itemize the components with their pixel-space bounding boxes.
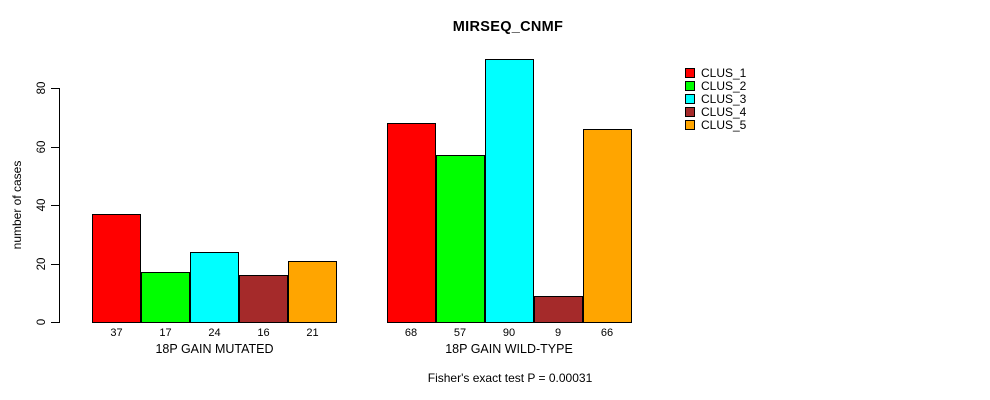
bar-clus_1-group1 xyxy=(92,213,141,323)
y-axis-line xyxy=(59,88,60,323)
bar-clus_5-group1 xyxy=(288,260,337,323)
bar-value-label: 37 xyxy=(110,327,123,339)
legend-swatch-icon xyxy=(685,93,695,104)
bar-value-label: 90 xyxy=(502,327,516,339)
legend-label: CLUS_1 xyxy=(701,65,747,80)
legend-swatch-icon xyxy=(685,106,695,117)
bar-clus_5-group2 xyxy=(582,128,632,323)
y-axis-tick-label: 60 xyxy=(36,140,48,153)
legend-item: CLUS_5 xyxy=(685,117,747,132)
bar-value-label: 24 xyxy=(208,327,221,339)
legend-item: CLUS_2 xyxy=(685,78,747,93)
legend-item: CLUS_3 xyxy=(685,91,747,106)
bar-clus_1-group2 xyxy=(386,123,436,323)
bar-clus_3-group2 xyxy=(484,58,534,323)
bar-value-label: 21 xyxy=(306,327,319,339)
y-axis-label: number of cases xyxy=(10,160,24,250)
bar-value-label: 17 xyxy=(159,327,172,339)
legend-label: CLUS_3 xyxy=(701,91,747,106)
legend-item: CLUS_4 xyxy=(685,104,747,119)
y-axis-tick xyxy=(51,263,59,265)
legend-swatch-icon xyxy=(685,80,695,91)
y-axis-tick-label: 0 xyxy=(36,318,48,326)
y-axis-tick xyxy=(51,205,59,206)
legend-swatch-icon xyxy=(685,119,695,130)
legend-label: CLUS_4 xyxy=(701,104,747,119)
y-axis-tick-label: 80 xyxy=(36,81,48,95)
y-axis-tick xyxy=(51,146,59,148)
y-axis-tick xyxy=(51,322,59,323)
legend-swatch-icon xyxy=(685,67,695,78)
chart-title: MIRSEQ_CNMF xyxy=(452,19,564,35)
bar-clus_3-group1 xyxy=(190,251,239,323)
y-axis-tick-label: 20 xyxy=(36,257,48,270)
legend-label: CLUS_5 xyxy=(701,117,747,132)
y-axis-tick xyxy=(51,88,59,89)
bar-clus_4-group2 xyxy=(533,295,583,323)
bar-value-label: 68 xyxy=(404,327,418,339)
group-label: 18P GAIN MUTATED xyxy=(155,342,274,356)
footnote: Fisher's exact test P = 0.00031 xyxy=(427,371,593,385)
legend-label: CLUS_2 xyxy=(701,78,747,93)
bar-value-label: 9 xyxy=(554,327,562,339)
bar-clus_2-group1 xyxy=(141,272,190,323)
group-label: 18P GAIN WILD-TYPE xyxy=(445,342,573,356)
bar-clus_2-group2 xyxy=(435,155,485,323)
legend: CLUS_1 CLUS_2 CLUS_3 CLUS_4 CLUS_5 xyxy=(685,65,747,132)
bar-value-label: 66 xyxy=(600,327,614,339)
bar-value-label: 16 xyxy=(257,327,270,339)
y-axis-tick-label: 40 xyxy=(36,198,48,212)
legend-item: CLUS_1 xyxy=(685,65,747,80)
bar-value-label: 57 xyxy=(453,327,467,339)
bar-clus_4-group1 xyxy=(239,275,288,323)
